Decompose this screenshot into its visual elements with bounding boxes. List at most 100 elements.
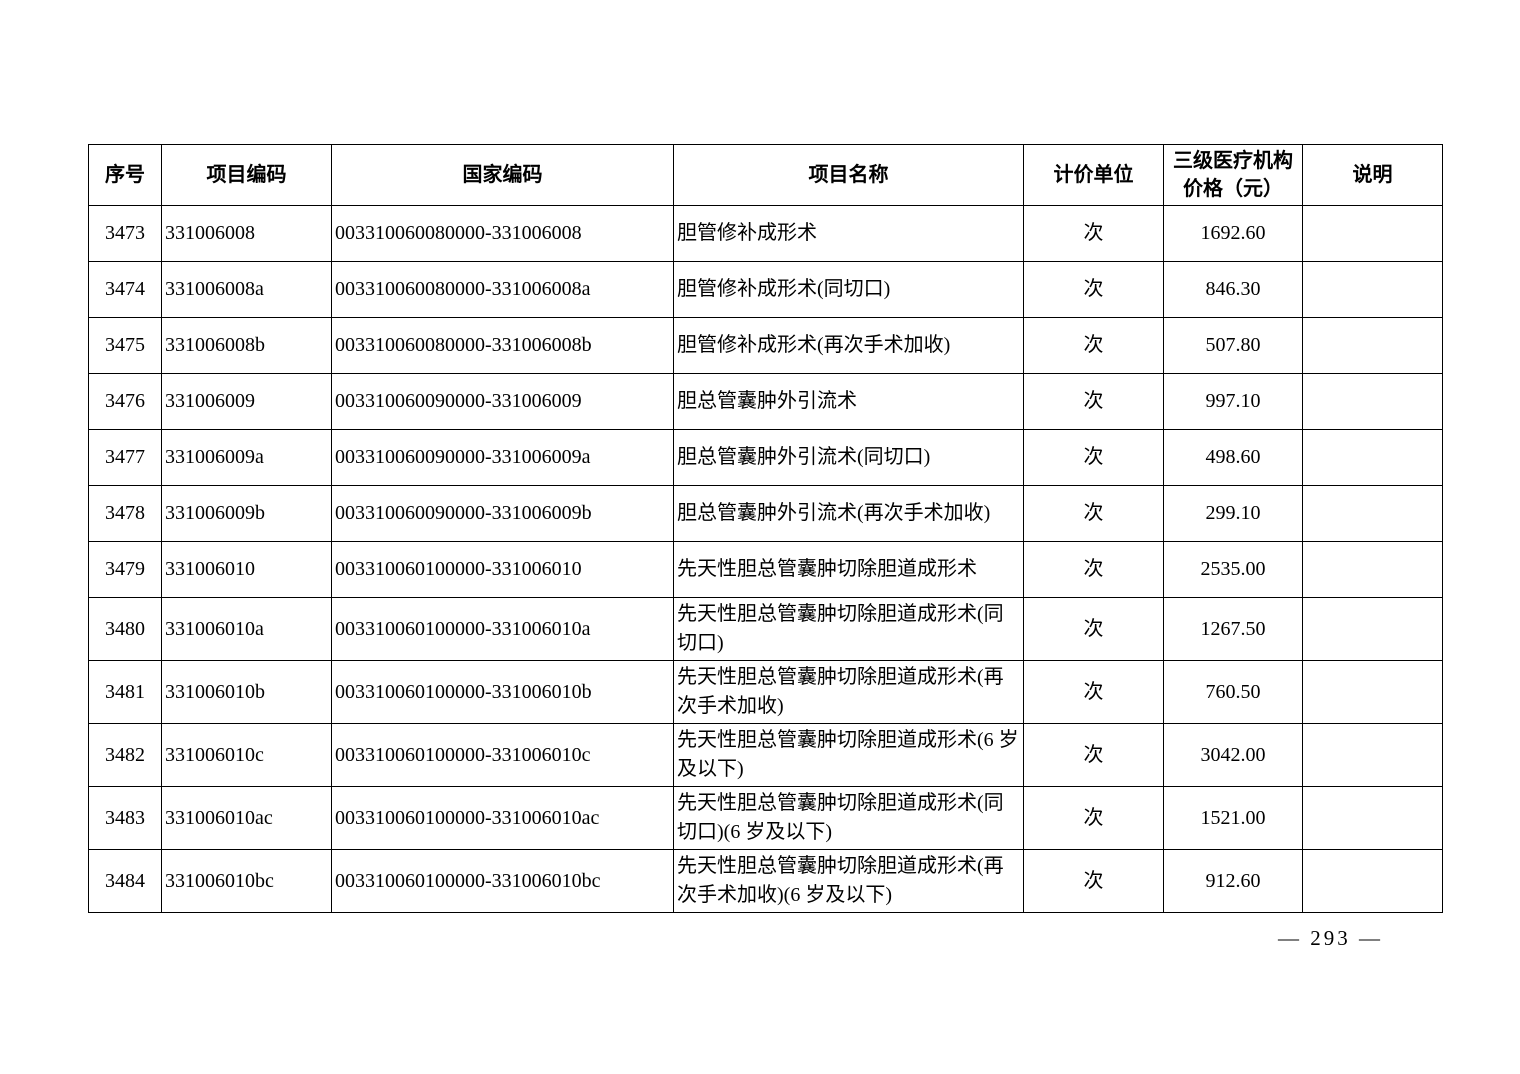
table-row: 3479 331006010 003310060100000-331006010 先天…: [88, 541, 1443, 598]
col-header-tier3-price: 三级医疗机构价格（元）: [1163, 144, 1303, 206]
row-price: 299.10: [1163, 485, 1303, 542]
table-row: 3482 331006010c 003310060100000-331006010c…: [88, 723, 1443, 787]
row-price: 507.80: [1163, 317, 1303, 374]
row-national-code: 003310060080000-331006008a: [331, 261, 674, 318]
table-row: 3475 331006008b 003310060080000-331006008b…: [88, 317, 1443, 374]
row-national-code: 003310060100000-331006010: [331, 541, 674, 598]
table-row: 3478 331006009b 003310060090000-331006009b…: [88, 485, 1443, 542]
row-project-name: 先天性胆总管囊肿切除胆道成形术: [673, 541, 1024, 598]
row-national-code: 003310060090000-331006009b: [331, 485, 674, 542]
row-seq: 3473: [88, 205, 162, 262]
row-seq: 3477: [88, 429, 162, 486]
row-project-name: 先天性胆总管囊肿切除胆道成形术(6 岁及以下): [673, 723, 1024, 787]
row-project-name: 胆总管囊肿外引流术(再次手术加收): [673, 485, 1024, 542]
row-unit: 次: [1023, 373, 1164, 430]
row-project-name: 先天性胆总管囊肿切除胆道成形术(再次手术加收): [673, 660, 1024, 724]
row-note: [1302, 317, 1443, 374]
row-project-name: 胆管修补成形术: [673, 205, 1024, 262]
row-project-code: 331006010ac: [161, 786, 332, 850]
row-price: 498.60: [1163, 429, 1303, 486]
row-seq: 3483: [88, 786, 162, 850]
row-seq: 3482: [88, 723, 162, 787]
row-project-code: 331006008: [161, 205, 332, 262]
row-note: [1302, 541, 1443, 598]
page-number: — 293 —: [1278, 926, 1383, 950]
row-seq: 3484: [88, 849, 162, 913]
table-row: 3473 331006008 003310060080000-331006008 胆管…: [88, 205, 1443, 262]
row-seq: 3481: [88, 660, 162, 724]
table-row: 3477 331006009a 003310060090000-331006009a…: [88, 429, 1443, 486]
row-national-code: 003310060100000-331006010bc: [331, 849, 674, 913]
row-price: 997.10: [1163, 373, 1303, 430]
row-note: [1302, 660, 1443, 724]
row-note: [1302, 429, 1443, 486]
row-national-code: 003310060090000-331006009: [331, 373, 674, 430]
row-note: [1302, 597, 1443, 661]
row-project-code: 331006010a: [161, 597, 332, 661]
row-unit: 次: [1023, 849, 1164, 913]
row-project-name: 先天性胆总管囊肿切除胆道成形术(同切口): [673, 597, 1024, 661]
row-project-code: 331006010c: [161, 723, 332, 787]
row-price: 3042.00: [1163, 723, 1303, 787]
row-note: [1302, 849, 1443, 913]
row-project-name: 先天性胆总管囊肿切除胆道成形术(同切口)(6 岁及以下): [673, 786, 1024, 850]
row-project-code: 331006009a: [161, 429, 332, 486]
row-project-name: 胆管修补成形术(再次手术加收): [673, 317, 1024, 374]
row-national-code: 003310060100000-331006010b: [331, 660, 674, 724]
row-note: [1302, 786, 1443, 850]
row-note: [1302, 261, 1443, 318]
row-seq: 3474: [88, 261, 162, 318]
row-price: 846.30: [1163, 261, 1303, 318]
row-project-code: 331006010b: [161, 660, 332, 724]
col-header-project-code: 项目编码: [161, 144, 332, 206]
row-project-name: 先天性胆总管囊肿切除胆道成形术(再次手术加收)(6 岁及以下): [673, 849, 1024, 913]
row-price: 2535.00: [1163, 541, 1303, 598]
row-national-code: 003310060090000-331006009a: [331, 429, 674, 486]
row-national-code: 003310060100000-331006010ac: [331, 786, 674, 850]
row-price: 1521.00: [1163, 786, 1303, 850]
row-project-code: 331006009b: [161, 485, 332, 542]
row-unit: 次: [1023, 723, 1164, 787]
row-project-code: 331006008a: [161, 261, 332, 318]
table-row: 3483 331006010ac 003310060100000-331006010…: [88, 786, 1443, 850]
row-seq: 3479: [88, 541, 162, 598]
table-row: 3484 331006010bc 003310060100000-331006010…: [88, 849, 1443, 913]
row-project-code: 331006010bc: [161, 849, 332, 913]
row-note: [1302, 373, 1443, 430]
price-table-body: 3473 331006008 003310060080000-331006008 胆管…: [88, 205, 1443, 913]
row-note: [1302, 723, 1443, 787]
col-header-seq: 序号: [88, 144, 162, 206]
row-unit: 次: [1023, 597, 1164, 661]
col-header-project-name: 项目名称: [673, 144, 1024, 206]
row-unit: 次: [1023, 660, 1164, 724]
row-note: [1302, 485, 1443, 542]
header-row: 序号 项目编码 国家编码 项目名称 计价单位 三级医疗机构价格（元） 说明: [88, 144, 1443, 206]
row-unit: 次: [1023, 786, 1164, 850]
row-unit: 次: [1023, 429, 1164, 486]
col-header-unit: 计价单位: [1023, 144, 1164, 206]
row-seq: 3476: [88, 373, 162, 430]
row-seq: 3475: [88, 317, 162, 374]
row-seq: 3480: [88, 597, 162, 661]
row-note: [1302, 205, 1443, 262]
table-row: 3480 331006010a 003310060100000-331006010a…: [88, 597, 1443, 661]
row-project-name: 胆管修补成形术(同切口): [673, 261, 1024, 318]
row-unit: 次: [1023, 541, 1164, 598]
row-price: 760.50: [1163, 660, 1303, 724]
row-unit: 次: [1023, 485, 1164, 542]
row-project-code: 331006009: [161, 373, 332, 430]
row-project-name: 胆总管囊肿外引流术(同切口): [673, 429, 1024, 486]
row-price: 1267.50: [1163, 597, 1303, 661]
row-project-code: 331006008b: [161, 317, 332, 374]
row-national-code: 003310060100000-331006010a: [331, 597, 674, 661]
price-table-header: 序号 项目编码 国家编码 项目名称 计价单位 三级医疗机构价格（元） 说明: [88, 144, 1443, 206]
row-national-code: 003310060080000-331006008: [331, 205, 674, 262]
col-header-national-code: 国家编码: [331, 144, 674, 206]
row-project-name: 胆总管囊肿外引流术: [673, 373, 1024, 430]
row-national-code: 003310060080000-331006008b: [331, 317, 674, 374]
row-project-code: 331006010: [161, 541, 332, 598]
table-row: 3481 331006010b 003310060100000-331006010b…: [88, 660, 1443, 724]
table-row: 3476 331006009 003310060090000-331006009 胆总…: [88, 373, 1443, 430]
row-unit: 次: [1023, 205, 1164, 262]
row-unit: 次: [1023, 317, 1164, 374]
